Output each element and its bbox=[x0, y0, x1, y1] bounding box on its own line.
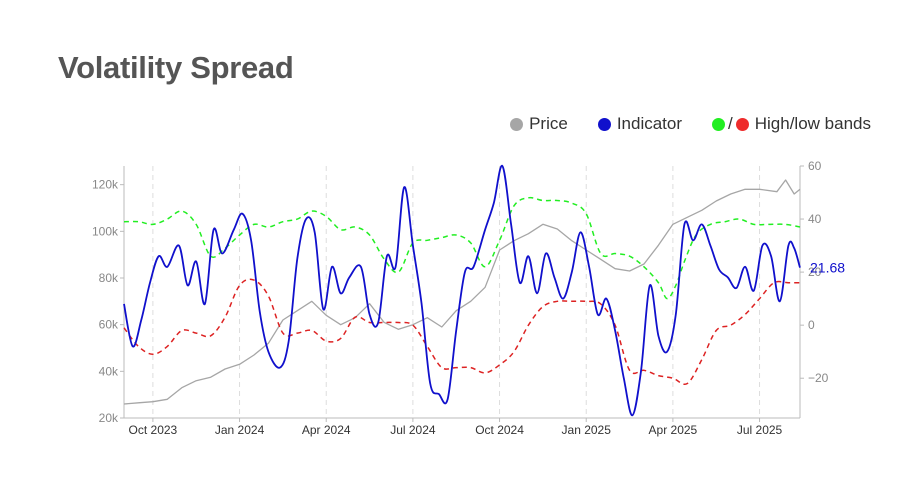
legend-bands-separator: / bbox=[728, 114, 733, 133]
x-tick-label-2: Apr 2024 bbox=[302, 423, 351, 437]
low-band-dot-icon bbox=[735, 117, 749, 131]
legend-bands[interactable]: / High/low bands bbox=[712, 114, 871, 134]
x-tick-label-6: Apr 2025 bbox=[649, 423, 698, 437]
indicator-last-value-label: 21.68 bbox=[810, 260, 845, 276]
x-tick-label-0: Oct 2023 bbox=[129, 423, 178, 437]
legend-bands-label: High/low bands bbox=[754, 114, 871, 133]
y-left-tick-label-5: 120k bbox=[92, 178, 119, 192]
x-tick-label-4: Oct 2024 bbox=[475, 423, 524, 437]
chart-legend: Price Indicator / High/low bands bbox=[480, 114, 871, 134]
x-tick-label-7: Jul 2025 bbox=[737, 423, 783, 437]
high-band-dot-icon bbox=[712, 117, 726, 131]
chart-area: 20k 40k 60k 80k 100k 120k −20 0 20 40 60 Oct 2023 Ja… bbox=[56, 159, 876, 450]
legend-indicator-label: Indicator bbox=[616, 114, 683, 133]
indicator-dot-icon bbox=[597, 117, 611, 131]
y-left-tick-label-0: 20k bbox=[99, 411, 119, 425]
y-right-tick-label-3: 40 bbox=[808, 212, 822, 226]
y-left-tick-label-3: 80k bbox=[99, 271, 119, 285]
y-right-tick-label-0: −20 bbox=[808, 371, 829, 385]
y-left-tick-label-4: 100k bbox=[92, 224, 119, 238]
y-right-tick-label-1: 0 bbox=[808, 318, 815, 332]
y-left-tick-label-2: 60k bbox=[99, 318, 119, 332]
series-price-line bbox=[123, 179, 801, 405]
y-right-tick-label-2: 20 bbox=[808, 265, 822, 279]
legend-price-label: Price bbox=[529, 114, 568, 133]
price-dot-icon bbox=[510, 117, 524, 131]
legend-price[interactable]: Price bbox=[510, 114, 568, 134]
y-right-tick-label-4: 60 bbox=[808, 160, 822, 173]
chart-title: Volatility Spread bbox=[58, 50, 294, 85]
x-tick-label-5: Jan 2025 bbox=[562, 423, 612, 437]
series-low-band-line bbox=[123, 278, 800, 385]
x-tick-label-3: Jul 2024 bbox=[390, 423, 436, 437]
chart-svg: 20k 40k 60k 80k 100k 120k −20 0 20 40 60 Oct 2023 Ja… bbox=[92, 159, 845, 437]
y-left-tick-label-1: 40k bbox=[99, 364, 119, 378]
x-tick-label-1: Jan 2024 bbox=[215, 423, 265, 437]
series-indicator-line bbox=[123, 165, 801, 417]
legend-indicator[interactable]: Indicator bbox=[597, 114, 683, 134]
series-high-band-line bbox=[123, 196, 801, 300]
